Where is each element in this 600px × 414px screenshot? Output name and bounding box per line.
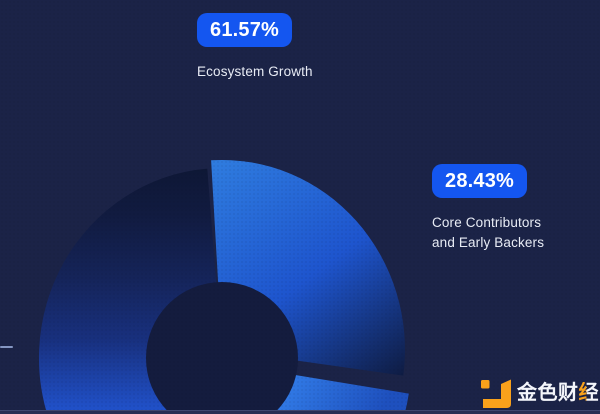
donut-hole [146,282,298,414]
callout-core-contributors: 28.43% Core Contributors and Early Backe… [432,164,544,253]
bottom-edge-bar [0,410,600,414]
jinse-brand-text-main: 金色财 [517,382,579,404]
left-edge-tick [0,346,13,348]
jinse-logo-icon [481,379,511,408]
jinse-brand-text-accent: 经 [578,382,599,404]
label-ecosystem-growth: Ecosystem Growth [197,64,313,79]
percentage-badge-core-contributors: 28.43% [432,164,528,198]
label-core-contributors-line2: and Early Backers [432,235,545,250]
label-core-contributors: Core Contributors and Early Backers [432,213,544,253]
jinse-brand-text: 金色财经 [517,377,599,409]
percentage-badge-ecosystem: 61.57% [197,13,293,47]
jinse-finance-watermark: 金色财经 [478,377,599,409]
label-core-contributors-line1: Core Contributors [432,215,542,230]
callout-ecosystem-growth: 61.57% Ecosystem Growth [197,13,313,82]
